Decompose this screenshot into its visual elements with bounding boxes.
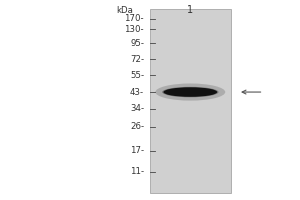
Text: 43-: 43- [130, 88, 144, 97]
Text: 26-: 26- [130, 122, 144, 131]
Text: 1: 1 [187, 5, 194, 15]
Text: 72-: 72- [130, 55, 144, 64]
Text: 17-: 17- [130, 146, 144, 155]
Text: 130-: 130- [124, 25, 144, 34]
Text: 95-: 95- [130, 39, 144, 48]
Ellipse shape [155, 83, 225, 101]
Bar [150, 9, 231, 193]
Ellipse shape [164, 87, 217, 97]
Text: 11-: 11- [130, 167, 144, 176]
Text: 34-: 34- [130, 104, 144, 113]
Text: 170-: 170- [124, 14, 144, 23]
Ellipse shape [162, 87, 218, 97]
Text: 55-: 55- [130, 71, 144, 80]
Text: kDa: kDa [117, 6, 134, 15]
